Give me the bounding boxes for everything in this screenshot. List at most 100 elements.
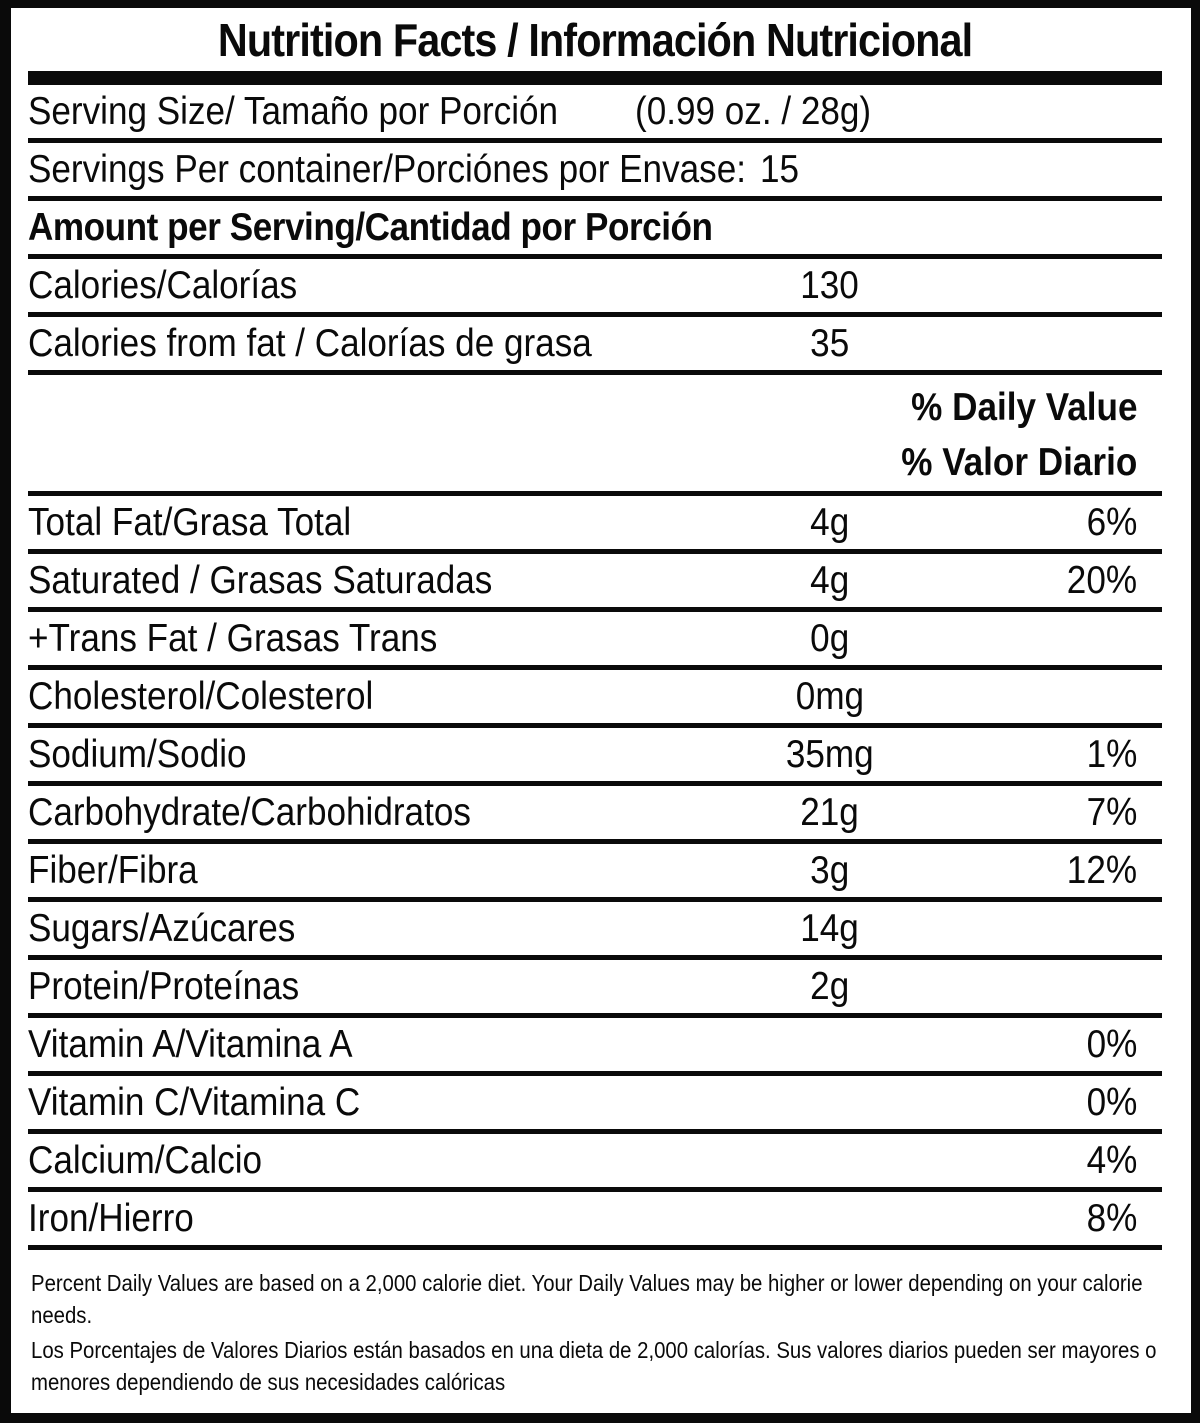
nutrient-label: Carbohydrate/Carbohidratos [28,790,471,834]
servings-per-container-label: Servings Per container/Porciónes por Env… [28,147,746,191]
footnotes: Percent Daily Values are based on a 2,00… [28,1250,1162,1398]
divider [28,196,1162,201]
nutrient-label-cell: Sodium/Sodio [28,733,710,777]
divider [28,1187,1162,1192]
nutrient-amount: 0mg [795,674,865,718]
nutrient-label: Calcium/Calcio [28,1138,263,1182]
divider [28,839,1162,844]
nutrient-row-carbohydrate: Carbohydrate/Carbohidratos 21g 7% [28,786,1162,839]
nutrient-dv: 6% [1086,500,1137,544]
nutrient-amount: 21g [800,790,860,834]
nutrient-dv-cell: 0% [950,1023,1162,1067]
amount-per-serving-heading: Amount per Serving/Cantidad por Porción [28,205,713,249]
daily-value-header-en: % Daily Value [910,385,1137,429]
divider [28,138,1162,143]
calories-from-fat-amount-cell: 35 [710,322,950,366]
nutrient-amount: 4g [810,558,850,602]
nutrient-amount-cell [710,1081,950,1125]
nutrient-row-fiber: Fiber/Fibra 3g 12% [28,844,1162,897]
divider [28,1245,1162,1250]
nutrient-dv-cell [950,617,1162,661]
nutrient-row-saturated-fat: Saturated / Grasas Saturadas 4g 20% [28,554,1162,607]
nutrient-amount: 14g [800,906,860,950]
divider [28,607,1162,612]
label-title: Nutrition Facts / Información Nutriciona… [217,13,973,66]
nutrient-row-cholesterol: Cholesterol/Colesterol 0mg [28,670,1162,723]
calories-from-fat-value: 35 [810,321,850,365]
nutrient-dv: 1% [1086,732,1137,776]
serving-size-label: Serving Size/ Tamaño por Porción [28,89,559,133]
nutrient-dv-cell: 0% [950,1081,1162,1125]
divider [28,1013,1162,1018]
nutrient-dv-cell: 1% [950,733,1162,777]
calories-label: Calories/Calorías [28,263,298,307]
nutrient-amount: 4g [810,500,850,544]
footnote-english-wrap: Percent Daily Values are based on a 2,00… [31,1267,1160,1331]
serving-size-value: (0.99 oz. / 28g) [634,89,872,133]
nutrient-amount-cell [710,1197,950,1241]
title-divider-bar [28,71,1162,85]
divider [28,665,1162,670]
nutrient-label-cell: Total Fat/Grasa Total [28,501,710,545]
nutrient-row-calcium: Calcium/Calcio 4% [28,1134,1162,1187]
divider [28,781,1162,786]
calories-from-fat-label: Calories from fat / Calorías de grasa [28,321,592,365]
nutrient-dv-cell [950,675,1162,719]
divider [28,955,1162,960]
nutrient-row-vitamin-a: Vitamin A/Vitamina A 0% [28,1018,1162,1071]
nutrient-amount: 35mg [786,732,874,776]
nutrient-label-cell: Saturated / Grasas Saturadas [28,559,710,603]
nutrient-label: Sodium/Sodio [28,732,247,776]
daily-value-header: % Daily Value % Valor Diario [28,375,1162,491]
nutrient-dv: 0% [1086,1080,1137,1124]
nutrient-label: Total Fat/Grasa Total [28,500,352,544]
divider [28,254,1162,259]
nutrient-row-sodium: Sodium/Sodio 35mg 1% [28,728,1162,781]
nutrient-dv-cell: 20% [950,559,1162,603]
nutrient-amount: 0g [810,616,850,660]
nutrient-row-vitamin-c: Vitamin C/Vitamina C 0% [28,1076,1162,1129]
divider [28,723,1162,728]
nutrient-dv: 0% [1086,1022,1137,1066]
nutrient-dv-cell: 6% [950,501,1162,545]
nutrient-dv-cell: 12% [950,849,1162,893]
nutrient-label-cell: Cholesterol/Colesterol [28,675,710,719]
divider [28,1071,1162,1076]
nutrient-row-protein: Protein/Proteínas 2g [28,960,1162,1013]
nutrient-label-cell: Protein/Proteínas [28,965,710,1009]
daily-value-header-en-line: % Daily Value [28,380,1162,435]
calories-row: Calories/Calorías 130 [28,259,1162,312]
nutrient-label: Vitamin A/Vitamina A [28,1022,353,1066]
nutrient-dv: 8% [1086,1196,1137,1240]
nutrient-dv-cell: 4% [950,1139,1162,1183]
nutrient-label-cell: Fiber/Fibra [28,849,710,893]
nutrient-amount-cell: 2g [710,965,950,1009]
servings-per-container-row: Servings Per container/Porciónes por Env… [28,143,1162,196]
daily-value-header-es-line: % Valor Diario [28,435,1162,490]
divider [28,549,1162,554]
servings-per-container-value-wrap: 15 [760,143,803,196]
divider [28,491,1162,496]
label-header: Nutrition Facts / Información Nutriciona… [28,8,1162,71]
nutrient-amount-cell [710,1023,950,1067]
footnote-spanish-wrap: Los Porcentajes de Valores Diarios están… [31,1334,1160,1398]
nutrient-amount-cell: 35mg [710,733,950,777]
nutrient-dv-cell [950,965,1162,1009]
nutrient-label: Sugars/Azúcares [28,906,296,950]
nutrient-amount-cell: 3g [710,849,950,893]
nutrient-amount-cell: 21g [710,791,950,835]
daily-value-header-es: % Valor Diario [900,440,1137,484]
nutrient-row-iron: Iron/Hierro 8% [28,1192,1162,1245]
calories-from-fat-label-cell: Calories from fat / Calorías de grasa [28,322,710,366]
nutrient-dv-cell: 7% [950,791,1162,835]
calories-value: 130 [800,263,860,307]
nutrient-label-cell: Carbohydrate/Carbohidratos [28,791,710,835]
nutrient-label: Fiber/Fibra [28,848,198,892]
nutrient-label: Saturated / Grasas Saturadas [28,558,493,602]
divider [28,312,1162,317]
nutrient-dv: 7% [1086,790,1137,834]
nutrient-label-cell: Iron/Hierro [28,1197,710,1241]
nutrient-amount: 2g [810,964,850,1008]
servings-per-container-value: 15 [760,147,800,191]
